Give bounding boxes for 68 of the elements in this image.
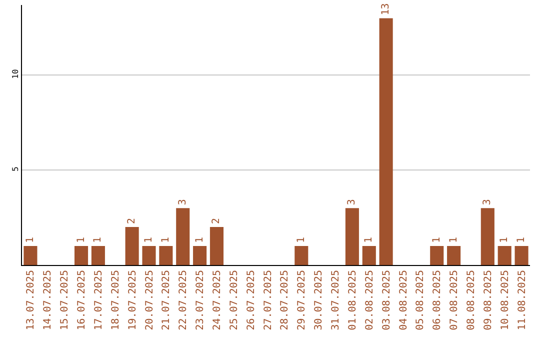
x-tick-label: 22.07.2025 [178,270,190,330]
bar [294,246,308,265]
bar [210,227,224,265]
data-label: 3 [346,199,358,206]
x-tick-label: 17.07.2025 [93,270,104,330]
x-tick-label: 05.08.2025 [415,270,426,330]
bar [379,18,393,265]
x-tick-label: 26.07.2025 [246,270,257,330]
x-tick-label: 18.07.2025 [110,270,122,330]
x-tick-label: 29.07.2025 [296,270,308,330]
x-tick-label: 06.08.2025 [432,270,444,330]
data-label: 1 [499,236,510,244]
data-label: 1 [92,236,104,244]
x-tick-label: 24.07.2025 [212,270,223,330]
data-label: 1 [194,236,206,244]
x-tick-label: 30.07.2025 [314,270,325,330]
x-tick-label: 13.07.2025 [26,270,37,330]
bar [193,246,207,265]
x-tick-label: 02.08.2025 [364,270,376,330]
x-tick-label: 28.07.2025 [280,270,291,330]
data-label: 1 [24,236,36,244]
data-label: 3 [482,199,494,206]
bar [430,246,444,265]
x-tick-label: 08.08.2025 [466,270,477,330]
x-tick-label: 10.08.2025 [500,270,511,330]
data-label: 1 [431,236,442,244]
x-tick-label: 07.08.2025 [449,270,460,330]
data-label: 1 [516,236,528,244]
data-label: 1 [76,236,87,244]
x-tick-label: 14.07.2025 [42,270,54,330]
bar [91,246,105,265]
y-tick-label: 5 [10,166,20,172]
bar [24,246,38,265]
data-label: 3 [177,199,188,206]
bar [142,246,156,265]
x-tick-label: 15.07.2025 [60,270,71,330]
x-tick-label: 01.08.2025 [347,270,358,330]
bar [345,208,359,265]
bar [480,208,494,265]
x-tick-label: 09.08.2025 [482,270,494,330]
data-label: 1 [160,236,172,244]
bar [514,246,528,265]
y-tick-label: 10 [10,69,20,79]
bar [498,246,512,265]
x-tick-label: 25.07.2025 [228,270,240,330]
x-tick-label: 04.08.2025 [398,270,410,330]
x-tick-label: 27.07.2025 [262,270,274,330]
bar [176,208,190,265]
data-label: 13 [380,3,392,16]
bar [125,227,139,265]
x-tick-label: 31.07.2025 [330,270,342,330]
x-tick-label: 20.07.2025 [144,270,156,330]
bar [447,246,461,265]
x-tick-label: 03.08.2025 [381,270,392,330]
x-tick-label: 23.07.2025 [195,270,206,330]
data-label: 1 [448,236,460,244]
data-label: 1 [296,236,307,244]
bar [159,246,173,265]
data-label: 2 [211,218,222,224]
x-tick-label: 21.07.2025 [161,270,172,330]
bar [74,246,88,265]
bar [362,246,376,265]
data-label: 2 [126,218,138,224]
x-tick-label: 19.07.2025 [127,270,138,330]
x-tick-label: 11.08.2025 [516,270,528,330]
x-tick-label: 16.07.2025 [76,270,88,330]
data-label: 1 [144,236,154,244]
data-label: 1 [364,236,375,244]
